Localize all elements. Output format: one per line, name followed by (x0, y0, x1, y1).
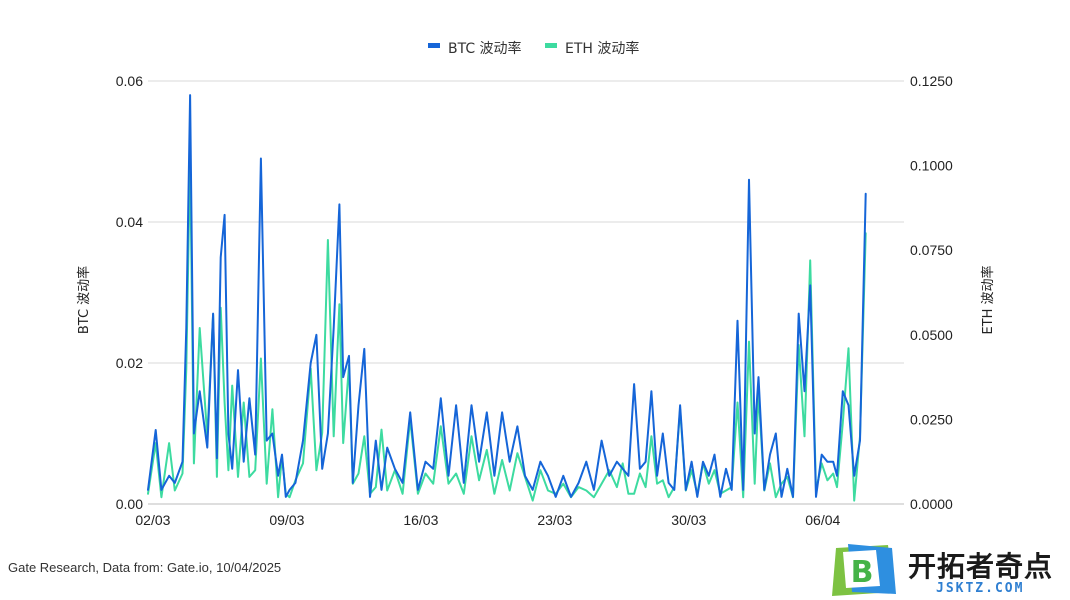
right-tick-label: 0.0750 (910, 242, 953, 258)
right-tick-label: 0.0250 (910, 411, 953, 427)
legend: BTC 波动率 ETH 波动率 (428, 40, 639, 57)
series-layer (147, 94, 867, 502)
gridlines (148, 80, 904, 505)
eth-volatility-line (147, 154, 867, 502)
left-tick-label: 0.06 (116, 73, 143, 89)
left-axis-ticks: 0.00 0.02 0.04 0.06 (116, 73, 143, 512)
x-tick-label: 16/03 (403, 512, 438, 528)
left-tick-label: 0.00 (116, 496, 143, 512)
logo-letter: B (851, 555, 874, 590)
x-axis-ticks: 02/03 09/03 16/03 23/03 30/03 06/04 (135, 512, 840, 528)
footer: Gate Research, Data from: Gate.io, 10/04… (0, 538, 1070, 600)
logo-b-icon: B (832, 544, 896, 596)
btc-volatility-line (147, 94, 867, 498)
right-axis-title: ETH 波动率 (980, 265, 996, 334)
logo-chinese-text: 开拓者奇点 (908, 550, 1054, 583)
right-axis-ticks: 0.0000 0.0250 0.0500 0.0750 0.1000 0.1250 (910, 73, 953, 512)
right-tick-label: 0.1000 (910, 158, 953, 174)
legend-eth-label: ETH 波动率 (565, 40, 639, 57)
legend-eth-swatch (545, 43, 557, 48)
brand-logo: B 开拓者奇点 JSKTZ.COM (826, 542, 1066, 598)
right-tick-label: 0.0500 (910, 327, 953, 343)
x-tick-label: 09/03 (269, 512, 304, 528)
left-tick-label: 0.04 (116, 214, 143, 230)
volatility-chart: 0.00 0.02 0.04 0.06 0.0000 0.0250 0.0500 0.075… (76, 40, 996, 528)
left-tick-label: 0.02 (116, 355, 143, 371)
left-axis-title: BTC 波动率 (76, 266, 92, 334)
right-tick-label: 0.0000 (910, 496, 953, 512)
x-tick-label: 30/03 (671, 512, 706, 528)
x-tick-label: 02/03 (135, 512, 170, 528)
legend-btc-label: BTC 波动率 (448, 40, 522, 57)
x-tick-label: 06/04 (805, 512, 840, 528)
legend-btc-swatch (428, 43, 440, 48)
x-tick-label: 23/03 (537, 512, 572, 528)
source-note: Gate Research, Data from: Gate.io, 10/04… (8, 560, 282, 575)
logo-domain-text: JSKTZ.COM (936, 581, 1025, 596)
right-tick-label: 0.1250 (910, 73, 953, 89)
